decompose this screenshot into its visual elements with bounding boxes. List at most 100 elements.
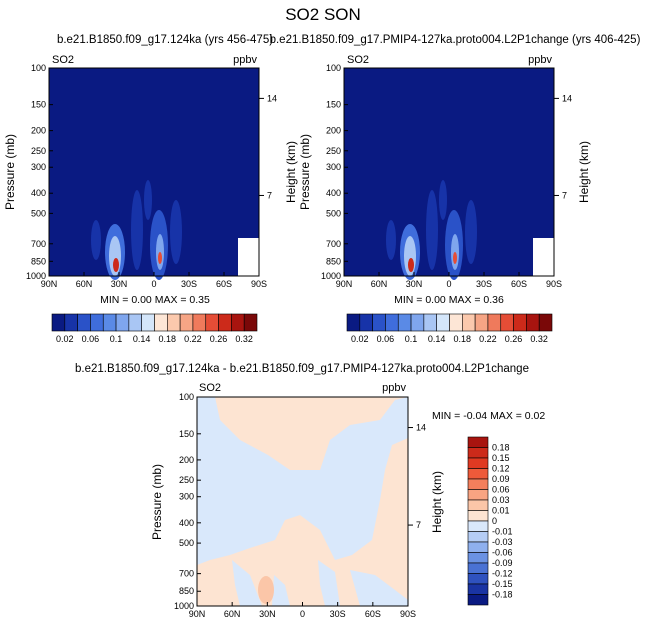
colorbar-swatch: [467, 499, 489, 511]
colorbar-swatch: [467, 541, 489, 553]
colorbar-swatch: [154, 313, 168, 332]
colorbar-swatch: [467, 436, 489, 448]
colorbar-swatch: [500, 313, 514, 332]
y-tick-label: 700: [31, 239, 46, 249]
colorbar-swatch: [179, 313, 194, 332]
colorbar-swatch: [467, 594, 489, 606]
y-tick-label: 500: [31, 208, 46, 218]
panel-2-colorbar: 0.02 0.06 0.1 0.14 0.18 0.22 0.26 0.32: [346, 313, 553, 344]
colorbar-label: 0.32: [235, 334, 253, 344]
colorbar-swatch: [436, 313, 450, 332]
panel-2-title: b.e21.B1850.f09_g17.PMIP4-127ka.proto004…: [270, 34, 641, 46]
panel-3-y-axis: 100 150 200 250 300 400 500 700 850 1000 14 7: [174, 392, 426, 611]
y2-tick-label: 7: [416, 520, 421, 530]
panel-2-minmax: MIN = 0.00 MAX = 0.36: [394, 294, 504, 306]
colorbar-swatch: [205, 313, 219, 332]
y2-tick-label: 7: [562, 190, 567, 200]
figure-title: SO2 SON: [285, 5, 361, 24]
colorbar-label: 0.02: [56, 334, 74, 344]
colorbar-label: 0.06: [377, 334, 395, 344]
colorbar-label: 0.22: [479, 334, 497, 344]
y-tick-label: 100: [326, 63, 341, 73]
panel-3-negative-region-bottom-b: [318, 560, 340, 606]
colorbar-label: -0.12: [492, 569, 513, 579]
colorbar-swatch: [467, 447, 489, 459]
y-tick-label: 150: [31, 100, 46, 110]
panel-3-x-axis: 90N 60N 30N 0 30S 60S 90S: [189, 602, 416, 619]
y-tick-label: 250: [31, 146, 46, 156]
panel-2-y-axis: 100 150 200 250 300 400 500 700 850 1000 14 7: [321, 63, 572, 281]
panel-3-y2label: Height (km): [430, 471, 444, 533]
x-tick-label: 60S: [365, 609, 381, 619]
colorbar-label: -0.15: [492, 579, 513, 589]
colorbar-swatch: [115, 313, 130, 332]
panel-3-negative-region-bottom-a: [232, 560, 262, 606]
colorbar-swatch: [467, 562, 489, 574]
colorbar-label: -0.06: [492, 548, 513, 558]
panel-1: b.e21.B1850.f09_g17.124ka (yrs 456-475) …: [3, 34, 298, 344]
y-tick-label: 250: [179, 475, 194, 485]
panel-2-blob-plume-c: [439, 180, 447, 220]
y-tick-label: 150: [179, 429, 194, 439]
panel-3-negative-region-bottom-d: [272, 575, 290, 606]
panel-2-blob-eq-core: [453, 252, 457, 264]
x-tick-label: 30N: [406, 279, 423, 289]
colorbar-swatch: [467, 520, 489, 532]
panel-2-blob-plume-d: [386, 220, 396, 260]
colorbar-swatch: [467, 531, 489, 543]
panel-3-plot: [196, 396, 409, 607]
panel-1-minmax: MIN = 0.00 MAX = 0.35: [100, 294, 210, 306]
panel-3-positive-anomaly: [258, 576, 274, 604]
y2-tick-label: 14: [562, 93, 572, 103]
colorbar-swatch: [487, 313, 502, 332]
y-tick-label: 1000: [26, 271, 46, 281]
x-tick-label: 0: [151, 279, 156, 289]
colorbar-label: 0.01: [492, 506, 510, 516]
y-tick-label: 100: [179, 392, 194, 402]
panel-1-blob-plume-a: [131, 190, 143, 270]
y-tick-label: 200: [326, 126, 341, 136]
panel-1-units-label: ppbv: [233, 54, 257, 66]
colorbar-swatch: [218, 313, 232, 332]
colorbar-label: 0: [492, 516, 497, 526]
x-tick-label: 90S: [546, 279, 562, 289]
colorbar-swatch: [462, 313, 476, 332]
y2-tick-label: 14: [267, 93, 277, 103]
colorbar-label: 0.12: [492, 464, 510, 474]
colorbar-swatch: [467, 457, 489, 469]
panel-1-blob-eq-core: [158, 252, 162, 264]
x-tick-label: 90S: [400, 609, 416, 619]
colorbar-swatch: [467, 552, 489, 564]
panel-2-var-label: SO2: [347, 54, 369, 66]
colorbar-swatch: [243, 313, 258, 332]
x-tick-label: 30S: [476, 279, 492, 289]
x-tick-label: 90N: [189, 609, 206, 619]
colorbar-swatch: [423, 313, 437, 332]
colorbar-swatch: [385, 313, 399, 332]
y-tick-label: 200: [179, 455, 194, 465]
colorbar-swatch: [90, 313, 104, 332]
panel-1-blob-plume-b: [170, 200, 182, 264]
colorbar-label: 0.26: [505, 334, 523, 344]
x-tick-label: 30S: [330, 609, 346, 619]
colorbar-swatch: [526, 313, 540, 332]
panel-2-blob-plume-b: [465, 200, 477, 264]
colorbar-label: 0.18: [454, 334, 472, 344]
colorbar-label: 0.14: [133, 334, 151, 344]
colorbar-label: 0.03: [492, 495, 510, 505]
y-tick-label: 850: [31, 256, 46, 266]
y-tick-label: 1000: [321, 271, 341, 281]
colorbar-swatch: [467, 489, 489, 501]
colorbar-label: 0.02: [351, 334, 369, 344]
x-tick-label: 0: [300, 609, 305, 619]
panel-1-colorbar: 0.02 0.06 0.1 0.14 0.18 0.22 0.26 0.32: [51, 313, 258, 344]
x-tick-label: 90N: [336, 279, 353, 289]
colorbar-swatch: [467, 583, 489, 595]
colorbar-label: 0.14: [428, 334, 446, 344]
colorbar-swatch: [167, 313, 181, 332]
colorbar-label: 0.22: [184, 334, 202, 344]
y-tick-label: 850: [326, 256, 341, 266]
colorbar-swatch: [192, 313, 207, 332]
colorbar-label: 0.15: [492, 453, 510, 463]
